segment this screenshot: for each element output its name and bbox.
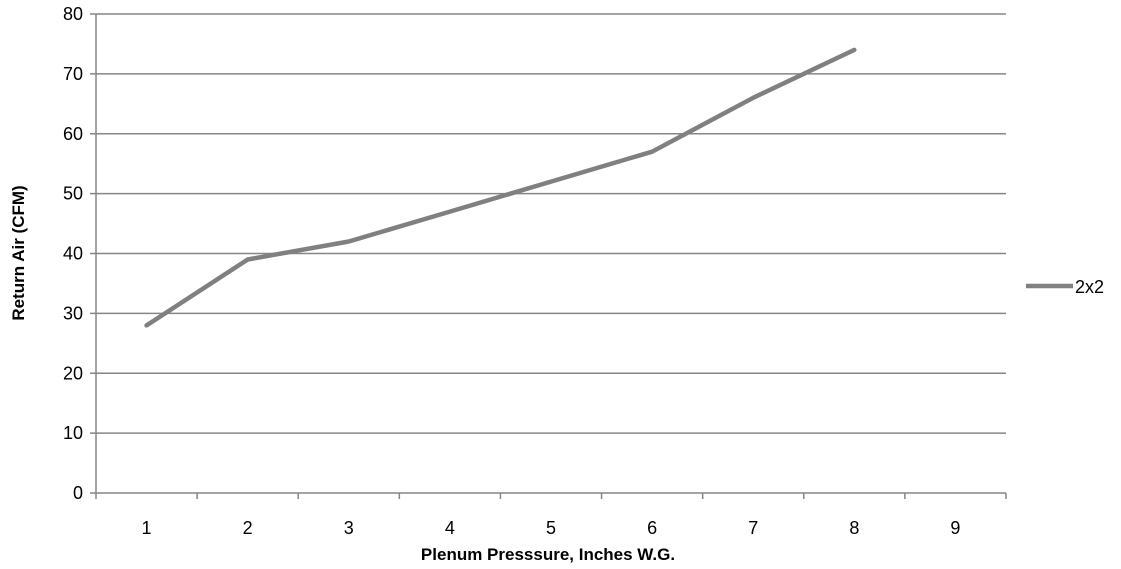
x-tick-label-8: 8	[849, 518, 859, 538]
x-tick-label-4: 4	[445, 518, 455, 538]
x-tick-labels: 1 2 3 4 5 6 7 8 9	[142, 518, 961, 538]
y-tick-label-0: 0	[73, 483, 83, 503]
y-tick-label-80: 80	[63, 4, 83, 24]
series-line-2x2	[144, 47, 857, 328]
axes	[90, 13, 1007, 499]
y-tick-label-30: 30	[63, 303, 83, 323]
gridlines	[96, 13, 1006, 434]
x-tick-label-9: 9	[950, 518, 960, 538]
y-tick-label-20: 20	[63, 363, 83, 383]
series-lines	[144, 47, 857, 328]
y-tick-label-70: 70	[63, 64, 83, 84]
y-tick-label-60: 60	[63, 124, 83, 144]
y-axis-title: Return Air (CFM)	[9, 185, 28, 320]
x-axis-title: Plenum Presssure, Inches W.G.	[421, 545, 675, 564]
y-tick-label-40: 40	[63, 244, 83, 264]
x-tick-label-7: 7	[748, 518, 758, 538]
x-tick-label-3: 3	[344, 518, 354, 538]
legend-label-2x2: 2x2	[1075, 277, 1104, 297]
x-tick-label-6: 6	[647, 518, 657, 538]
y-tick-label-10: 10	[63, 423, 83, 443]
legend: 2x2	[1026, 277, 1104, 297]
y-tick-labels: 0 10 20 30 40 50 60 70 80	[63, 4, 83, 503]
x-tick-label-1: 1	[142, 518, 152, 538]
x-tick-label-5: 5	[546, 518, 556, 538]
y-tick-label-50: 50	[63, 184, 83, 204]
x-tick-label-2: 2	[243, 518, 253, 538]
